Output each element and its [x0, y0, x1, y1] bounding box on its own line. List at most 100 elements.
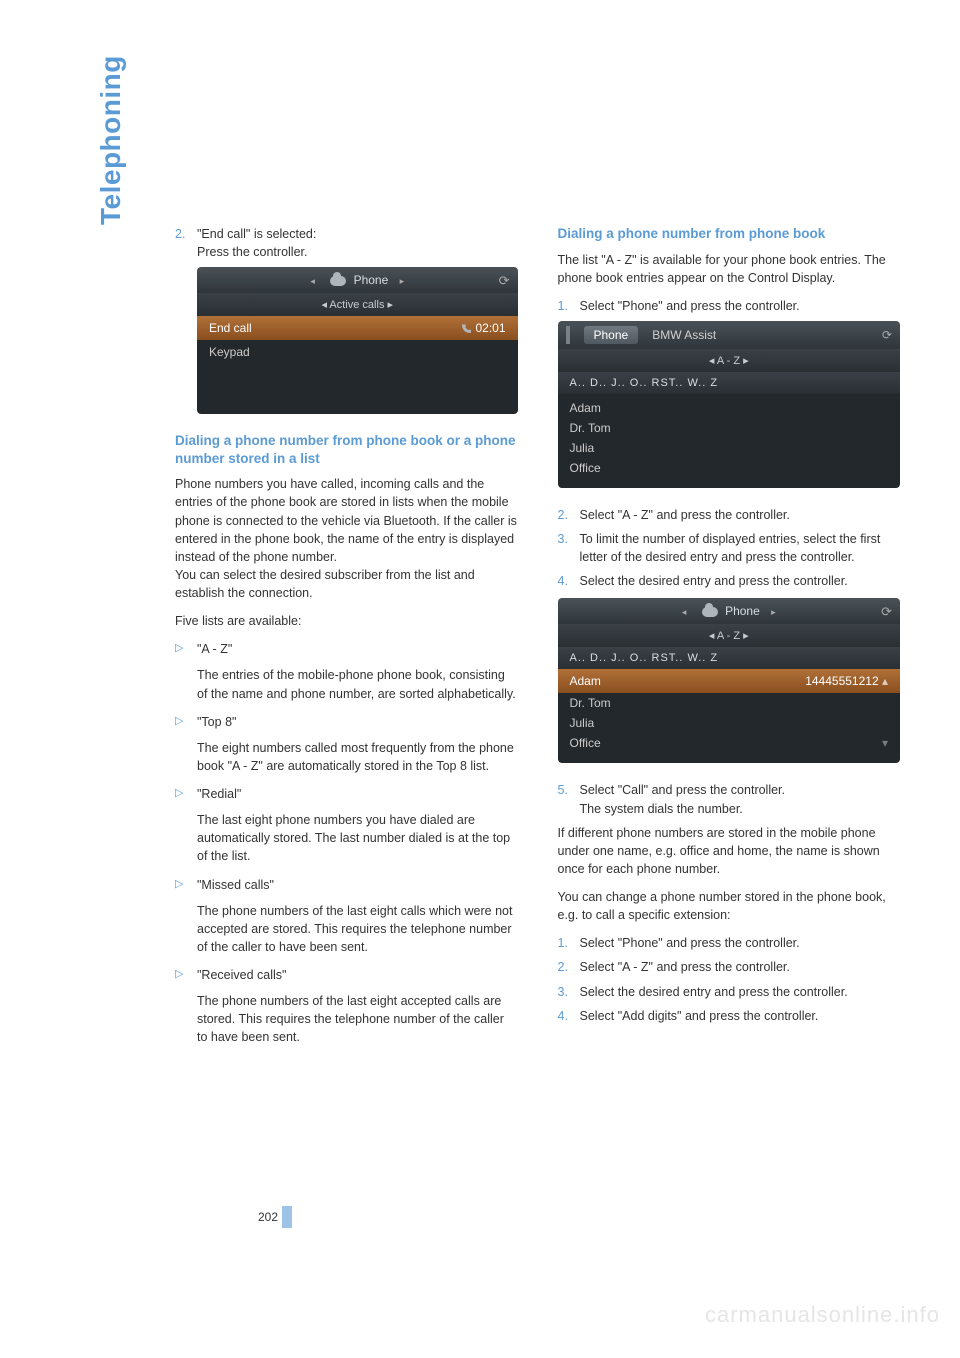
list-label: "A - Z"	[197, 640, 518, 658]
list-label: "Redial"	[197, 785, 518, 803]
triangle-icon: ▷	[175, 876, 197, 894]
call-time: 02:01	[475, 321, 505, 335]
ss-row-label: Keypad	[209, 345, 250, 359]
step-3: 3. To limit the number of displayed entr…	[558, 530, 901, 566]
arrow-right-icon: ▸	[763, 607, 784, 617]
contact-row: Dr. Tom	[558, 418, 901, 438]
body-paragraph: Phone numbers you have called, incoming …	[175, 475, 518, 602]
list-label: "Top 8"	[197, 713, 518, 731]
arrow-right-icon: ▸	[388, 299, 394, 311]
page-marker-bar	[282, 1206, 292, 1228]
heading-dial-from-list: Dialing a phone number from phone book o…	[175, 432, 518, 467]
step-text: Select the desired entry and press the c…	[580, 983, 901, 1001]
contact-row: Dr. Tom	[558, 693, 901, 713]
arrow-left-icon: ◂	[674, 607, 695, 617]
page-number-box: 202	[258, 1206, 292, 1228]
triangle-icon: ▷	[175, 785, 197, 803]
letter-index: A.. D.. J.. O.. RST.. W.. Z	[558, 372, 901, 394]
body-paragraph: If different phone numbers are stored in…	[558, 824, 901, 878]
step-number: 3.	[558, 983, 580, 1001]
contact-row: Julia	[558, 438, 901, 458]
step-number: 1.	[558, 934, 580, 952]
cloud-icon	[702, 607, 718, 617]
step-5: 5. Select "Call" and press the controlle…	[558, 781, 901, 817]
step-text: Select "Phone" and press the controller.	[580, 297, 901, 315]
watermark: carmanualsonline.info	[705, 1302, 940, 1328]
step-text: To limit the number of displayed entries…	[580, 530, 901, 566]
step-number: 5.	[558, 781, 580, 817]
step-1b: 1. Select "Phone" and press the controll…	[558, 934, 901, 952]
page-number: 202	[258, 1210, 278, 1224]
list-desc: The entries of the mobile-phone phone bo…	[197, 666, 518, 702]
step-text: "End call" is selected:	[197, 227, 316, 241]
body-paragraph: You can change a phone number stored in …	[558, 888, 901, 924]
step-number: 3.	[558, 530, 580, 566]
heading-dial-from-book: Dialing a phone number from phone book	[558, 225, 901, 243]
step-subtext: The system dials the number.	[580, 802, 743, 816]
list-item: ▷ "Received calls"	[175, 966, 518, 984]
arrow-left-icon: ◂	[302, 276, 323, 286]
step-4b: 4. Select "Add digits" and press the con…	[558, 1007, 901, 1025]
body-paragraph: Five lists are available:	[175, 612, 518, 630]
ss-row-highlighted: End call 02:01	[197, 316, 518, 340]
step-2b: 2. Select "A - Z" and press the controll…	[558, 958, 901, 976]
letter-index: A.. D.. J.. O.. RST.. W.. Z	[558, 647, 901, 669]
contact-number: 14445551212 ▴	[805, 674, 888, 688]
step-1: 1. Select "Phone" and press the controll…	[558, 297, 901, 315]
step-number: 4.	[558, 1007, 580, 1025]
list-label: "Missed calls"	[197, 876, 518, 894]
refresh-icon: ⟳	[881, 604, 892, 620]
list-item: ▷ "Redial"	[175, 785, 518, 803]
step-text: Select the desired entry and press the c…	[580, 572, 901, 590]
step-text: Select "Phone" and press the controller.	[580, 934, 901, 952]
ss-empty-area	[197, 364, 518, 414]
contact-row: Adam	[558, 398, 901, 418]
page-content: 2. "End call" is selected: Press the con…	[0, 0, 960, 1117]
contact-row: Office	[558, 458, 901, 478]
step-2: 2. Select "A - Z" and press the controll…	[558, 506, 901, 524]
screenshot-end-call: ◂ Phone ▸ ⟳ ◂ Active calls ▸ End call 02…	[197, 267, 518, 414]
phone-icon	[460, 323, 472, 335]
contact-name: Adam	[570, 674, 601, 688]
ss-header-title: Phone	[725, 604, 760, 618]
ss-row: Keypad	[197, 340, 518, 364]
contact-row: Julia	[558, 713, 901, 733]
list-desc: The eight numbers called most frequently…	[197, 739, 518, 775]
step-number: 1.	[558, 297, 580, 315]
ss-header-title: Phone	[354, 273, 389, 287]
step-subtext: Press the controller.	[197, 245, 307, 259]
triangle-icon: ▷	[175, 713, 197, 731]
screenshot-phonebook-tabs: Phone BMW Assist ⟳ ◂ A - Z ▸ A.. D.. J..…	[558, 321, 901, 488]
cloud-icon	[330, 276, 346, 286]
list-item: ▷ "Missed calls"	[175, 876, 518, 894]
list-desc: The last eight phone numbers you have di…	[197, 811, 518, 865]
arrow-right-icon: ▸	[743, 630, 749, 642]
step-number: 2.	[558, 958, 580, 976]
step-text: Select "A - Z" and press the controller.	[580, 958, 901, 976]
triangle-icon: ▷	[175, 640, 197, 658]
ss-subheader-title: Active calls	[329, 299, 384, 311]
list-desc: The phone numbers of the last eight acce…	[197, 992, 518, 1046]
triangle-icon: ▷	[175, 966, 197, 984]
right-column: Dialing a phone number from phone book T…	[558, 225, 901, 1057]
step-4: 4. Select the desired entry and press th…	[558, 572, 901, 590]
step-text: Select "Add digits" and press the contro…	[580, 1007, 901, 1025]
list-item: ▷ "A - Z"	[175, 640, 518, 658]
step-2: 2. "End call" is selected: Press the con…	[175, 225, 518, 261]
ss-subheader-title: A - Z	[717, 630, 740, 642]
contact-row: Office▾	[558, 733, 901, 753]
body-paragraph: The list "A - Z" is available for your p…	[558, 251, 901, 287]
step-text: Select "Call" and press the controller.	[580, 783, 786, 797]
step-3b: 3. Select the desired entry and press th…	[558, 983, 901, 1001]
arrow-left-icon: ◂	[709, 630, 715, 642]
arrow-left-icon: ◂	[709, 355, 715, 367]
step-text: Select "A - Z" and press the controller.	[580, 506, 901, 524]
step-number: 4.	[558, 572, 580, 590]
step-number: 2.	[175, 225, 197, 261]
arrow-right-icon: ▸	[743, 355, 749, 367]
left-column: 2. "End call" is selected: Press the con…	[175, 225, 518, 1057]
tab-bmw-assist: BMW Assist	[652, 328, 716, 342]
list-item: ▷ "Top 8"	[175, 713, 518, 731]
screenshot-phonebook-selected: ◂ Phone ▸ ⟳ ◂ A - Z ▸ A.. D.. J.. O.. RS…	[558, 598, 901, 763]
list-desc: The phone numbers of the last eight call…	[197, 902, 518, 956]
